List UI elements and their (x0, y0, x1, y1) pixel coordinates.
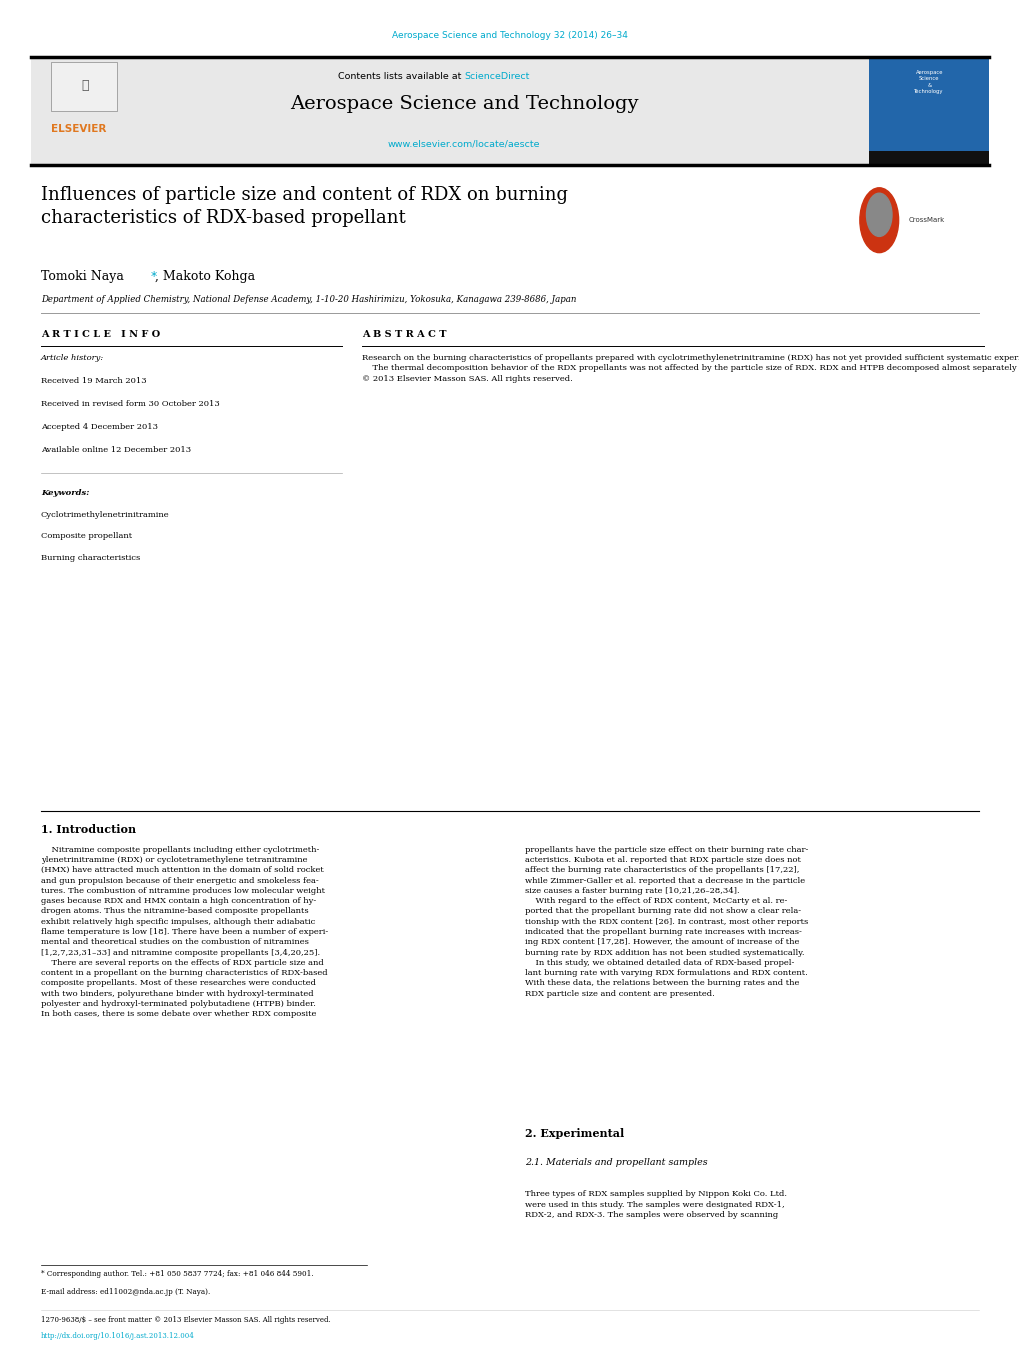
Ellipse shape (859, 188, 898, 253)
Text: Burning characteristics: Burning characteristics (41, 554, 140, 562)
Text: , Makoto Kohga: , Makoto Kohga (155, 270, 255, 284)
Text: * Corresponding author. Tel.: +81 050 5837 7724; fax: +81 046 844 5901.: * Corresponding author. Tel.: +81 050 58… (41, 1270, 313, 1278)
Text: 🌳: 🌳 (81, 78, 89, 92)
Text: Composite propellant: Composite propellant (41, 532, 131, 540)
Text: Aerospace
Science
&
Technology: Aerospace Science & Technology (914, 70, 943, 93)
Bar (51, 62, 117, 111)
Text: CrossMark: CrossMark (908, 218, 945, 223)
Text: A R T I C L E   I N F O: A R T I C L E I N F O (41, 330, 160, 339)
Text: Accepted 4 December 2013: Accepted 4 December 2013 (41, 423, 158, 431)
Text: Aerospace Science and Technology 32 (2014) 26–34: Aerospace Science and Technology 32 (201… (391, 31, 628, 41)
Bar (31, 57, 868, 165)
Ellipse shape (866, 193, 891, 236)
Text: A B S T R A C T: A B S T R A C T (362, 330, 446, 339)
Text: Tomoki Naya: Tomoki Naya (41, 270, 123, 284)
Text: E-mail address: ed11002@nda.ac.jp (T. Naya).: E-mail address: ed11002@nda.ac.jp (T. Na… (41, 1288, 210, 1296)
Text: 2.1. Materials and propellant samples: 2.1. Materials and propellant samples (525, 1158, 707, 1167)
Text: *: * (151, 270, 157, 284)
Bar (868, 151, 988, 165)
Text: Aerospace Science and Technology: Aerospace Science and Technology (289, 95, 638, 112)
Text: 1. Introduction: 1. Introduction (41, 824, 136, 835)
Text: Department of Applied Chemistry, National Defense Academy, 1-10-20 Hashirimizu, : Department of Applied Chemistry, Nationa… (41, 295, 576, 304)
Text: Article history:: Article history: (41, 354, 104, 362)
Text: Available online 12 December 2013: Available online 12 December 2013 (41, 446, 191, 454)
Bar (868, 57, 988, 165)
Text: http://dx.doi.org/10.1016/j.ast.2013.12.004: http://dx.doi.org/10.1016/j.ast.2013.12.… (41, 1332, 195, 1340)
Text: Nitramine composite propellants including either cyclotrimeth-
ylenetrinitramine: Nitramine composite propellants includin… (41, 846, 328, 1019)
Text: Research on the burning characteristics of propellants prepared with cyclotrimet: Research on the burning characteristics … (362, 354, 1019, 382)
Text: Three types of RDX samples supplied by Nippon Koki Co. Ltd.
were used in this st: Three types of RDX samples supplied by N… (525, 1190, 787, 1219)
Text: Keywords:: Keywords: (41, 489, 89, 497)
Text: Influences of particle size and content of RDX on burning
characteristics of RDX: Influences of particle size and content … (41, 186, 568, 227)
Text: 2. Experimental: 2. Experimental (525, 1128, 624, 1139)
Text: ScienceDirect: ScienceDirect (464, 72, 529, 81)
Text: ELSEVIER: ELSEVIER (51, 124, 106, 134)
Text: Cyclotrimethylenetrinitramine: Cyclotrimethylenetrinitramine (41, 511, 169, 519)
Text: Received in revised form 30 October 2013: Received in revised form 30 October 2013 (41, 400, 219, 408)
Text: 1270-9638/$ – see front matter © 2013 Elsevier Masson SAS. All rights reserved.: 1270-9638/$ – see front matter © 2013 El… (41, 1316, 330, 1324)
Text: www.elsevier.com/locate/aescte: www.elsevier.com/locate/aescte (387, 139, 540, 149)
Text: Contents lists available at: Contents lists available at (337, 72, 464, 81)
Text: propellants have the particle size effect on their burning rate char-
acteristic: propellants have the particle size effec… (525, 846, 808, 997)
Text: Received 19 March 2013: Received 19 March 2013 (41, 377, 147, 385)
